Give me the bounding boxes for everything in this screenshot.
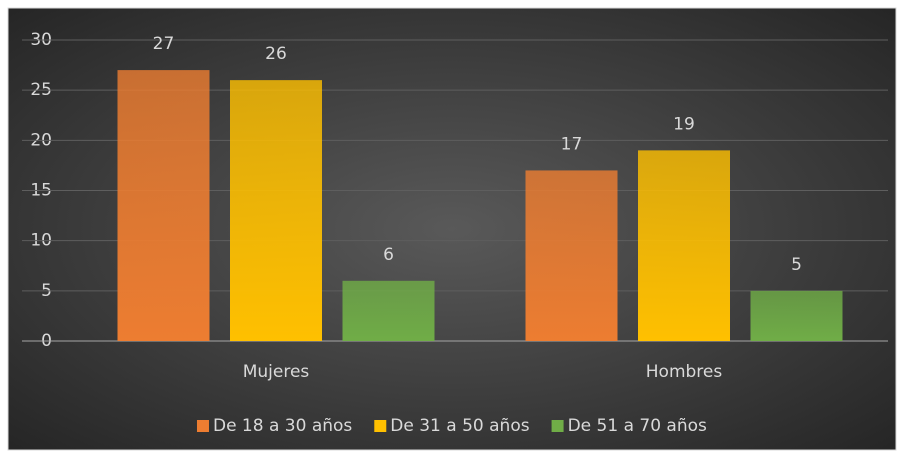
data-label: 5: [791, 255, 802, 275]
legend: De 18 a 30 años De 31 a 50 años De 51 a 70…: [196, 416, 707, 436]
data-label: 26: [265, 44, 287, 64]
legend-swatch: [374, 420, 387, 432]
legend-label: De 51 a 70 años: [568, 416, 707, 436]
bar: [117, 70, 210, 341]
bar: [638, 150, 730, 341]
legend-swatch: [196, 420, 209, 432]
bar: [750, 290, 843, 341]
bar: [342, 280, 435, 341]
legend-label: De 31 a 50 años: [390, 416, 529, 436]
x-tick-label: Hombres: [646, 362, 723, 382]
data-label: 6: [383, 245, 394, 265]
data-label: 17: [561, 134, 583, 154]
data-label: 27: [153, 34, 175, 54]
x-tick-label: Mujeres: [243, 362, 310, 382]
bar: [525, 170, 618, 341]
legend-swatch: [551, 420, 564, 432]
bar: [230, 80, 322, 341]
legend-label: De 18 a 30 años: [213, 416, 352, 436]
data-label: 19: [673, 114, 695, 134]
